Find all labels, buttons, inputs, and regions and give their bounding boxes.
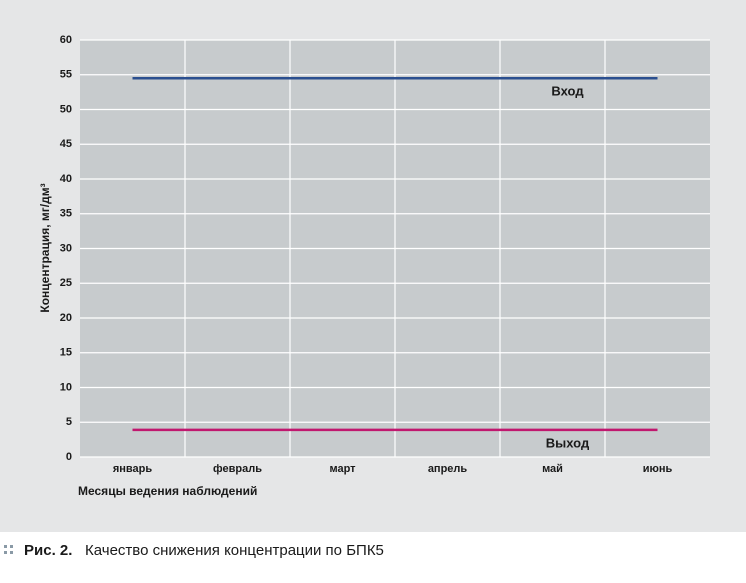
y-tick-label: 25	[60, 277, 72, 289]
y-tick-label: 20	[60, 312, 72, 324]
x-tick-label: февраль	[213, 463, 262, 475]
y-tick-label: 30	[60, 242, 72, 254]
y-tick-label: 10	[60, 381, 72, 393]
y-tick-label: 5	[66, 416, 72, 428]
y-tick-label: 45	[60, 138, 72, 150]
caption-text: Качество снижения концентрации по БПК5	[85, 542, 384, 559]
y-tick-label: 15	[60, 347, 72, 359]
y-tick-label: 60	[60, 34, 72, 46]
x-tick-label: январь	[113, 463, 153, 475]
y-tick-label: 50	[60, 103, 72, 115]
caption-label: Рис. 2.	[24, 542, 72, 559]
y-tick-label: 0	[66, 451, 72, 463]
x-tick-label: июнь	[643, 463, 673, 475]
x-tick-label: март	[329, 463, 356, 475]
x-axis-label: Месяцы ведения наблюдений	[78, 484, 257, 498]
x-tick-label: май	[542, 463, 563, 475]
series-label: Вход	[551, 84, 584, 99]
x-tick-label: апрель	[428, 463, 468, 475]
y-tick-label: 55	[60, 69, 72, 81]
y-tick-label: 35	[60, 208, 72, 220]
y-axis-label: Концентрация, мг/дм³	[38, 183, 52, 312]
series-label: Выход	[546, 435, 590, 450]
caption-icon	[4, 545, 13, 554]
y-tick-label: 40	[60, 173, 72, 185]
